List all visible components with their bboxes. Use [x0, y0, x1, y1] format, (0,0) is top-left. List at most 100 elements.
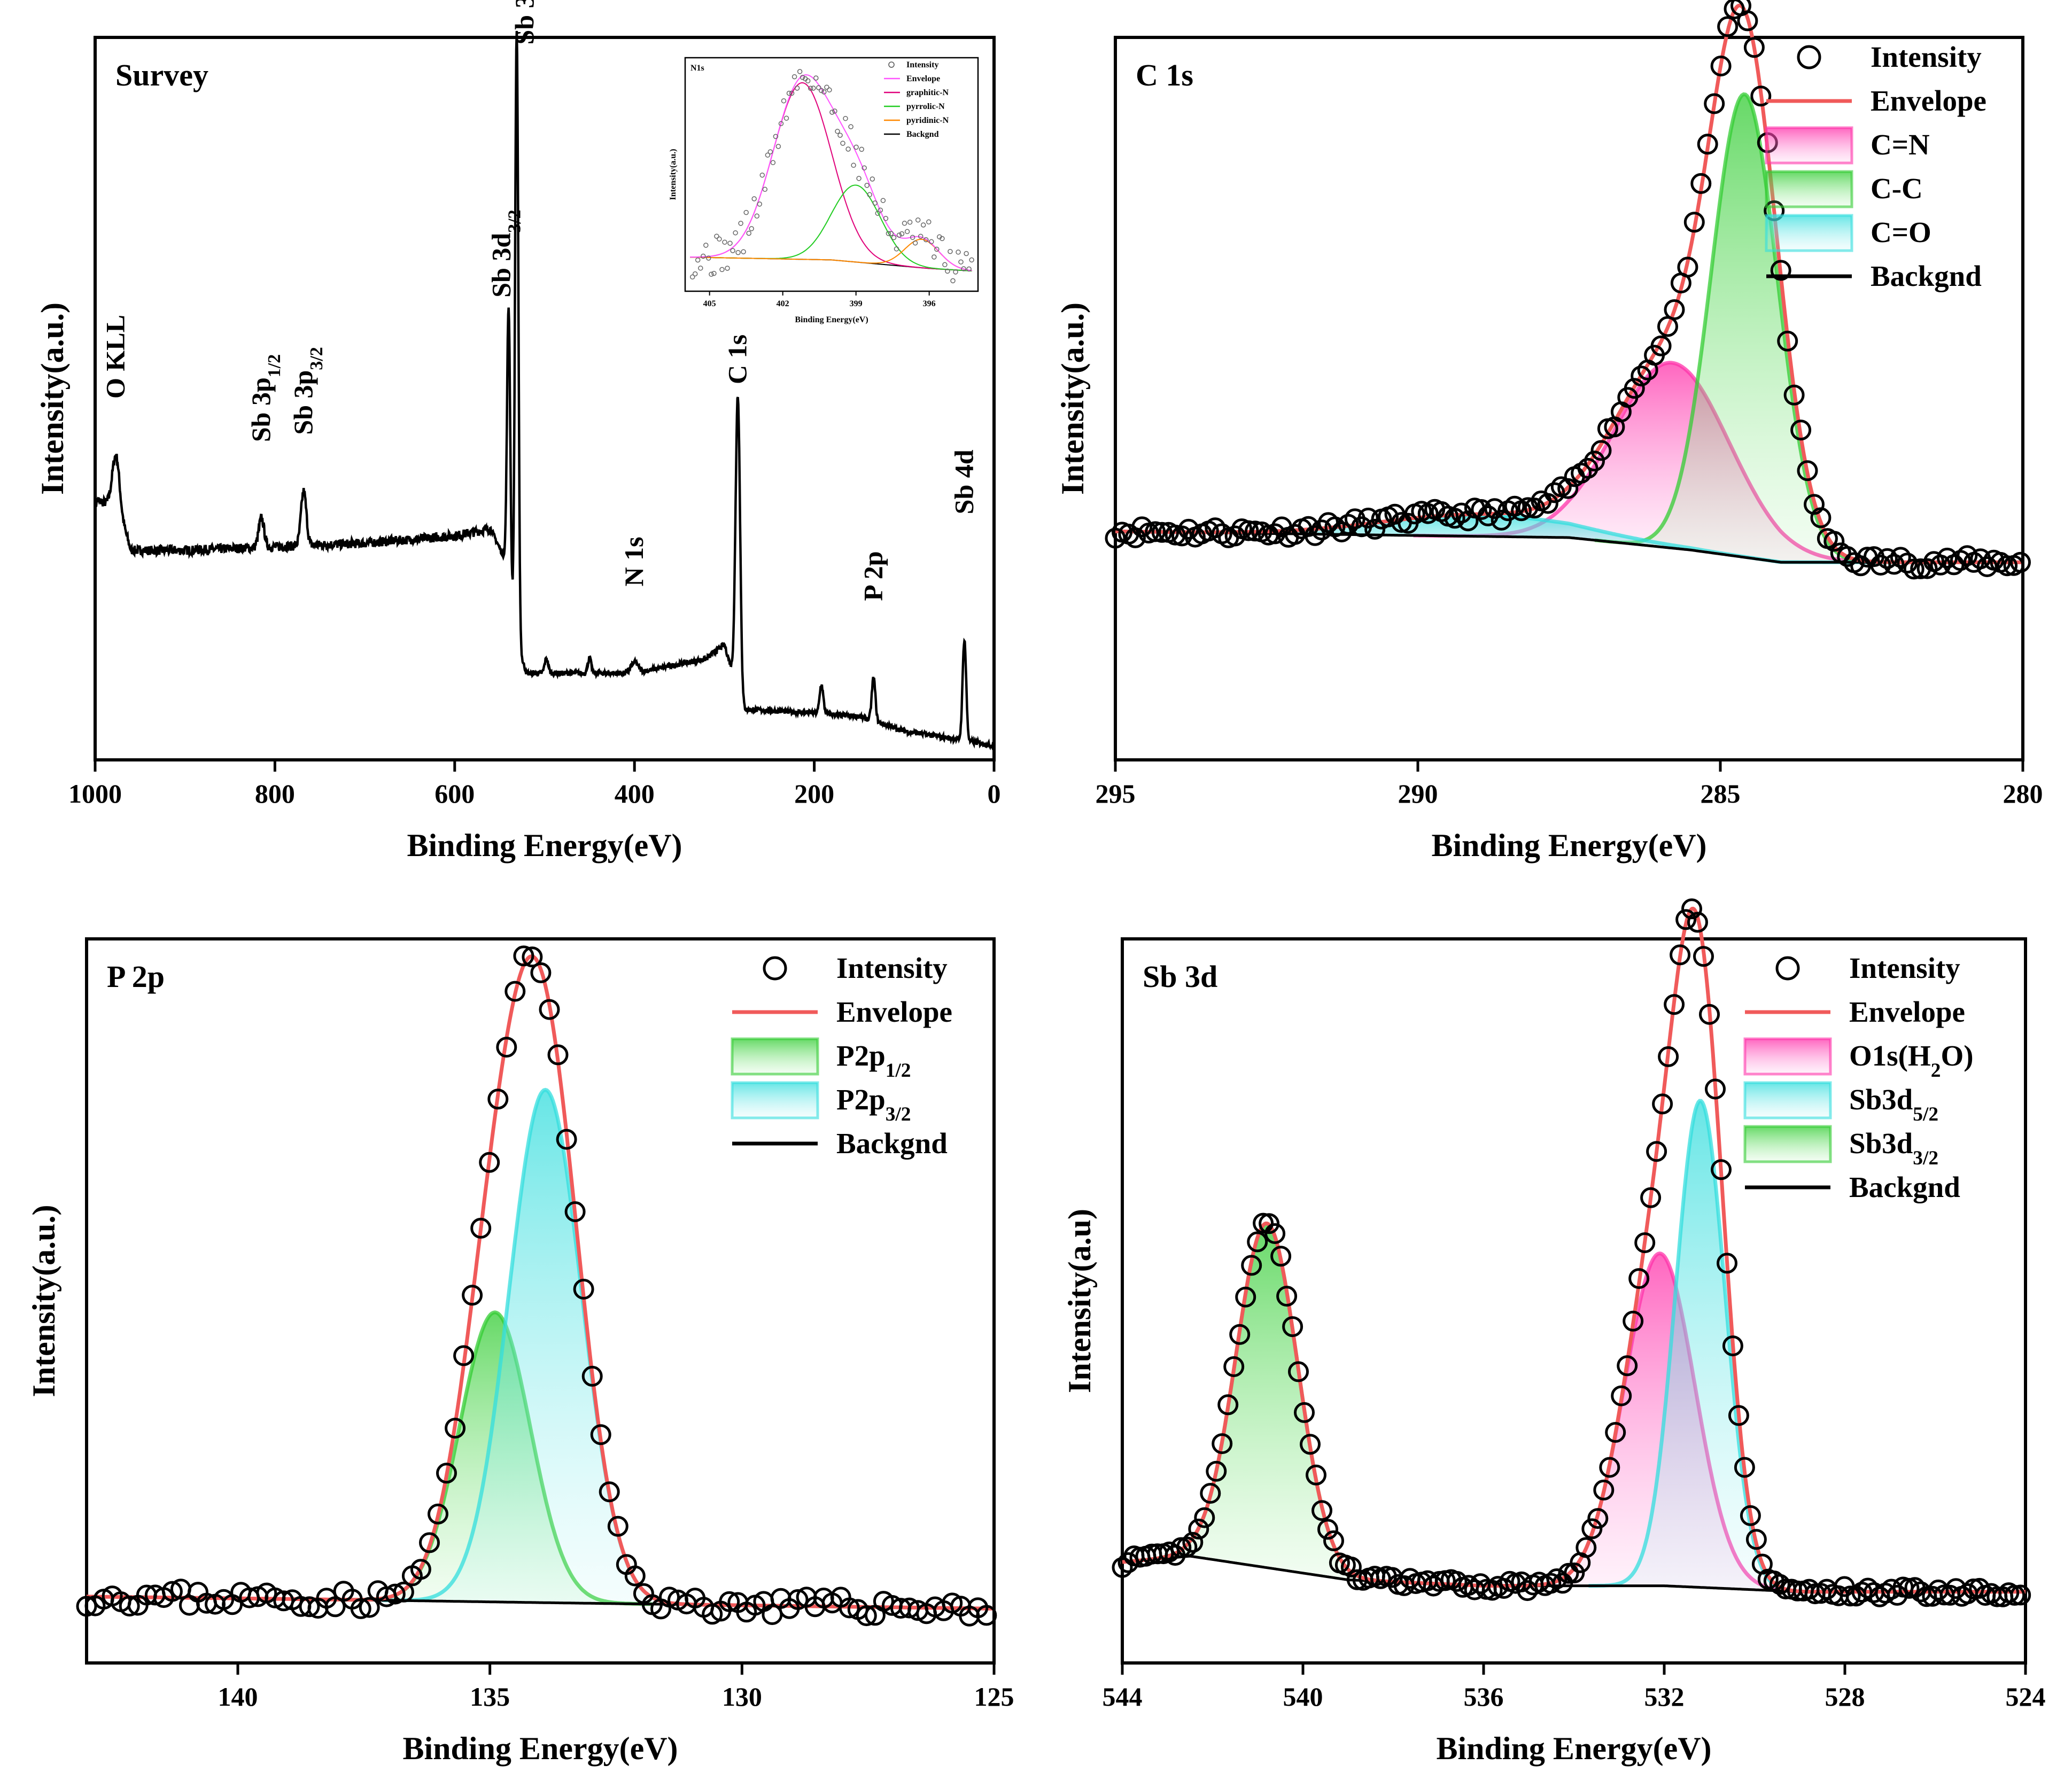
inset-y-axis-title: Intensity(a.u.): [669, 149, 678, 200]
inset-data-point: [966, 266, 972, 272]
inset-data-point: [775, 144, 781, 149]
sb3d-data-point: [1558, 1562, 1579, 1584]
p2p-xtick-label: 135: [470, 1682, 510, 1712]
inset-data-point: [722, 239, 727, 245]
c1s-data-point: [1364, 518, 1386, 540]
inset-data-point: [735, 250, 741, 255]
c1s-data-point: [1890, 547, 1911, 568]
survey-plot-frame: [94, 36, 996, 761]
inset-data-point: [891, 235, 897, 240]
sb3d-data-point: [1728, 1405, 1749, 1426]
sb3d-data-point: [1664, 994, 1685, 1015]
inset-data-point: [929, 239, 934, 245]
sb3d-data-point: [1229, 1324, 1251, 1345]
c1s-data-point: [1105, 527, 1126, 549]
sb3d-data-point: [1212, 1433, 1233, 1455]
sb3d-data-point: [1241, 1255, 1262, 1276]
sb3d-data-point: [1628, 1268, 1650, 1289]
inset-data-point: [781, 98, 787, 104]
c1s-legend-label: C=N: [1871, 128, 1930, 161]
inset-data-point: [848, 124, 853, 129]
p2p-data-point: [119, 1596, 140, 1616]
p2p-data-point: [659, 1587, 680, 1608]
inset-data-point: [888, 231, 894, 236]
c1s-data-point: [1664, 299, 1685, 320]
inset-data-point: [886, 231, 891, 236]
p2p-data-point: [976, 1605, 997, 1626]
sb3d-data-point: [1957, 1583, 1978, 1604]
inset-data-point: [883, 216, 889, 221]
inset-data-point: [689, 274, 695, 280]
sb3d-data-point: [1200, 1483, 1221, 1504]
c1s-data-point: [1897, 553, 1918, 574]
sb3d-component-fill: [1588, 1101, 1812, 1592]
p2p-panel: 140 135 130 125 Binding Energy(eV) Intensity(…: [26, 937, 1014, 1766]
inset-data-point: [862, 165, 867, 170]
c1s-xtick-label: 290: [1398, 779, 1438, 809]
sb3d-data-point: [1317, 1519, 1338, 1540]
inset-title: N1s: [690, 64, 704, 73]
p2p-data-point: [590, 1424, 611, 1445]
sb3d-data-point: [1740, 1505, 1761, 1526]
survey-y-axis-title: Intensity(a.u.): [35, 302, 70, 495]
inset-data-point: [910, 235, 915, 240]
inset-data-point: [926, 219, 932, 225]
inset-data-point: [717, 236, 722, 242]
sb3d-xtick-label: 532: [1644, 1682, 1685, 1712]
inset-data-point: [829, 110, 835, 115]
c1s-data-point: [1957, 545, 1978, 566]
inset-data-point: [709, 271, 714, 277]
p2p-data-point: [556, 1129, 577, 1150]
p2p-data-point: [530, 962, 552, 983]
p2p-data-point: [564, 1201, 586, 1222]
inset-data-point: [824, 84, 829, 90]
c1s-data-point: [1777, 330, 1798, 352]
inset-data-point: [856, 176, 862, 181]
inset-legend-marker: [888, 61, 895, 68]
c1s-data-point: [1457, 510, 1479, 532]
c1s-data-point: [1171, 525, 1192, 547]
inset-data-point: [859, 146, 864, 152]
c1s-data-point: [2010, 551, 2031, 573]
sb3d-xtick-label: 540: [1283, 1682, 1323, 1712]
sb3d-panel-title: Sb 3d: [1143, 959, 1217, 994]
inset-data-point: [813, 75, 819, 81]
inset-data-point: [918, 234, 924, 239]
sb3d-legend-marker: [1743, 1081, 1832, 1120]
inset-data-point: [840, 141, 845, 146]
c1s-legend-marker: [1797, 45, 1821, 69]
sb3d-data-point: [1623, 1310, 1644, 1332]
inset-legend-label: pyridinic-N: [906, 116, 949, 125]
sb3d-data-point: [1247, 1231, 1268, 1253]
inset-data-point: [915, 217, 921, 223]
c1s-xtick-label: 280: [2003, 779, 2043, 809]
p2p-data-point: [384, 1583, 406, 1605]
c1s-plot-frame: [1114, 36, 2024, 761]
c1s-xtick-label: 285: [1701, 779, 1741, 809]
c1s-data-point: [1224, 525, 1246, 547]
c1s-data-point: [1823, 531, 1845, 552]
c1s-data-point: [1870, 555, 1891, 576]
sb3d-data-point: [1617, 1355, 1638, 1377]
inset-data-point: [912, 240, 918, 246]
sb3d-data-point: [1253, 1212, 1274, 1234]
inset-data-point: [819, 88, 824, 94]
sb3d-data-point: [1581, 1518, 1603, 1540]
inset-data-point: [778, 121, 784, 127]
c1s-data-point: [1145, 521, 1166, 542]
inset-data-point: [948, 248, 953, 254]
inset-data-point: [749, 226, 754, 231]
inset-xtick-label: 402: [777, 299, 789, 308]
inset-data-point: [711, 270, 717, 276]
sb3d-legend-label: O1s(H2O): [1849, 1039, 1974, 1082]
inset-data-point: [875, 211, 881, 216]
p2p-component-fill: [382, 1090, 708, 1605]
c1s-data-point: [1484, 498, 1506, 519]
p2p-data-point: [324, 1596, 346, 1618]
inset-envelope-line: [690, 74, 972, 271]
inset-data-point: [743, 209, 749, 215]
inset-data-point: [932, 254, 937, 260]
inset-data-point: [899, 231, 905, 237]
c1s-data-point: [1770, 260, 1791, 281]
c1s-data-point: [1797, 460, 1818, 481]
